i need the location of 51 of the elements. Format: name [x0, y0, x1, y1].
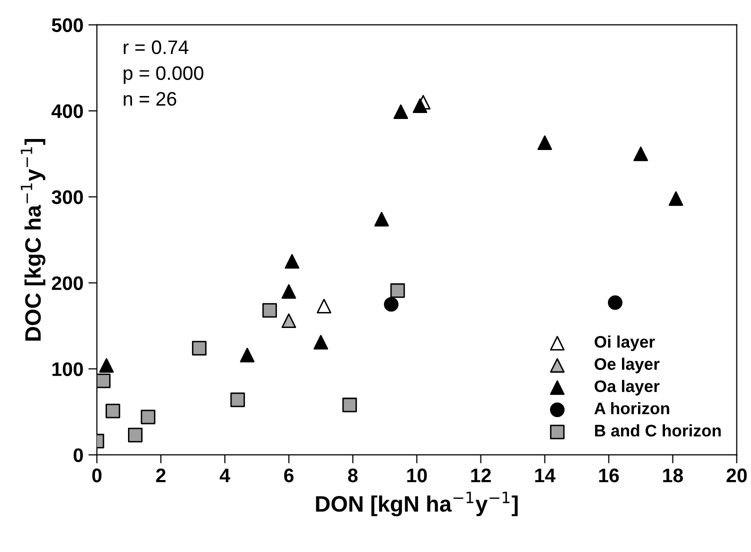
point	[608, 295, 622, 310]
legend-label: B and C horizon	[595, 424, 721, 437]
point	[316, 298, 332, 314]
point	[537, 135, 552, 150]
y-tick-label: 300	[52, 190, 83, 204]
point	[282, 284, 296, 299]
point	[282, 313, 296, 328]
x-tick-label: 20	[726, 468, 747, 482]
legend-label: Oi layer	[594, 336, 655, 352]
point	[384, 297, 398, 312]
y-tick-label: 500	[52, 18, 83, 32]
annotation: n = 26	[124, 92, 176, 106]
point	[106, 404, 120, 418]
x-axis-title: DON [kgN ha$^{−1}$y$^{−1}$]	[316, 492, 518, 516]
x-tick-label: 12	[471, 468, 491, 482]
point	[192, 340, 207, 356]
point	[230, 392, 245, 408]
y-axis-title: DOC [kgC ha$^{−1}$y$^{−1}$]	[20, 139, 46, 341]
y-tick-label: 100	[52, 362, 83, 376]
point	[342, 398, 357, 412]
x-tick-label: 16	[599, 468, 619, 482]
point	[374, 212, 389, 226]
point	[412, 98, 428, 113]
point	[314, 334, 328, 350]
point	[394, 104, 408, 119]
y-tick-label: 200	[52, 276, 83, 290]
annotation: r = 0.74	[124, 40, 188, 54]
point	[390, 283, 405, 298]
annotation: p = 0.000	[124, 66, 204, 84]
point	[140, 410, 156, 424]
x-tick-label: 8	[348, 468, 358, 482]
point	[96, 374, 111, 388]
y-tick-label: 0	[74, 448, 83, 462]
legend-label: A horizon	[594, 402, 670, 414]
point	[633, 146, 648, 162]
legend-label: Oe layer	[594, 358, 660, 374]
point	[128, 428, 143, 442]
x-tick-label: 10	[407, 468, 427, 482]
x-tick-label: 14	[535, 468, 556, 482]
point	[284, 254, 300, 269]
point	[668, 191, 684, 206]
x-tick-label: 4	[220, 468, 230, 482]
x-tick-label: 0	[92, 468, 102, 482]
point	[99, 358, 114, 373]
point	[262, 303, 277, 318]
legend-label: Oa layer	[594, 380, 660, 396]
x-tick-label: 18	[663, 468, 683, 482]
y-tick-label: 400	[52, 104, 83, 118]
point	[240, 348, 255, 362]
x-tick-label: 6	[284, 468, 294, 482]
x-tick-label: 2	[156, 468, 166, 482]
